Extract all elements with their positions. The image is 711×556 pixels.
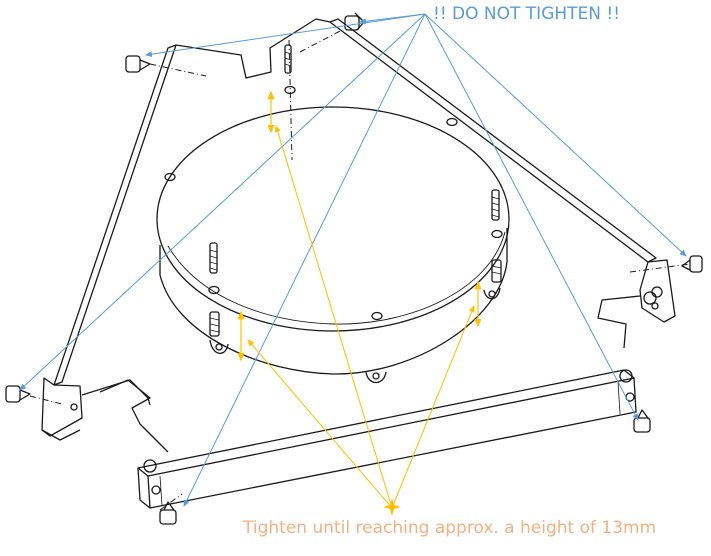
instruction-arrow [274,125,393,509]
center-axis [288,39,293,161]
left-bracket-arm [41,18,331,437]
left-foot-plate [41,379,169,453]
warning-arrow [424,13,687,257]
dash-dot-line [159,493,183,511]
warning-arrow [424,13,639,421]
warning-label: !! DO NOT TIGHTEN !! [433,4,621,24]
warning-arrow [183,13,426,507]
instruction-arrow [391,305,475,509]
bolt-front-left [159,501,177,525]
bolt-lower-left [5,385,31,403]
instruction-arrows [247,125,475,509]
warning-arrow [359,13,426,25]
warning-arrows [19,13,687,507]
height-screws [209,44,502,337]
instruction-arrow [247,339,393,509]
warning-arrow [145,13,426,58]
dash-dot-line [299,29,343,53]
bolt-front-right [633,409,651,433]
mechanical-drawing [5,12,703,525]
bolt-bar-end [143,291,657,473]
instruction-label: Tighten until reaching approx. a height … [243,518,657,538]
dash-dot-line [149,63,207,77]
height-arrows [237,90,482,362]
front-bar [137,369,637,509]
right-bracket-arm [329,18,676,349]
bolt-left [125,55,151,73]
dash-dot-line [629,263,691,273]
dash-dot-line [29,395,63,405]
disc-body [156,85,510,384]
instruction-star [383,498,401,516]
bolt-right [681,255,703,273]
warning-arrow [19,13,426,391]
